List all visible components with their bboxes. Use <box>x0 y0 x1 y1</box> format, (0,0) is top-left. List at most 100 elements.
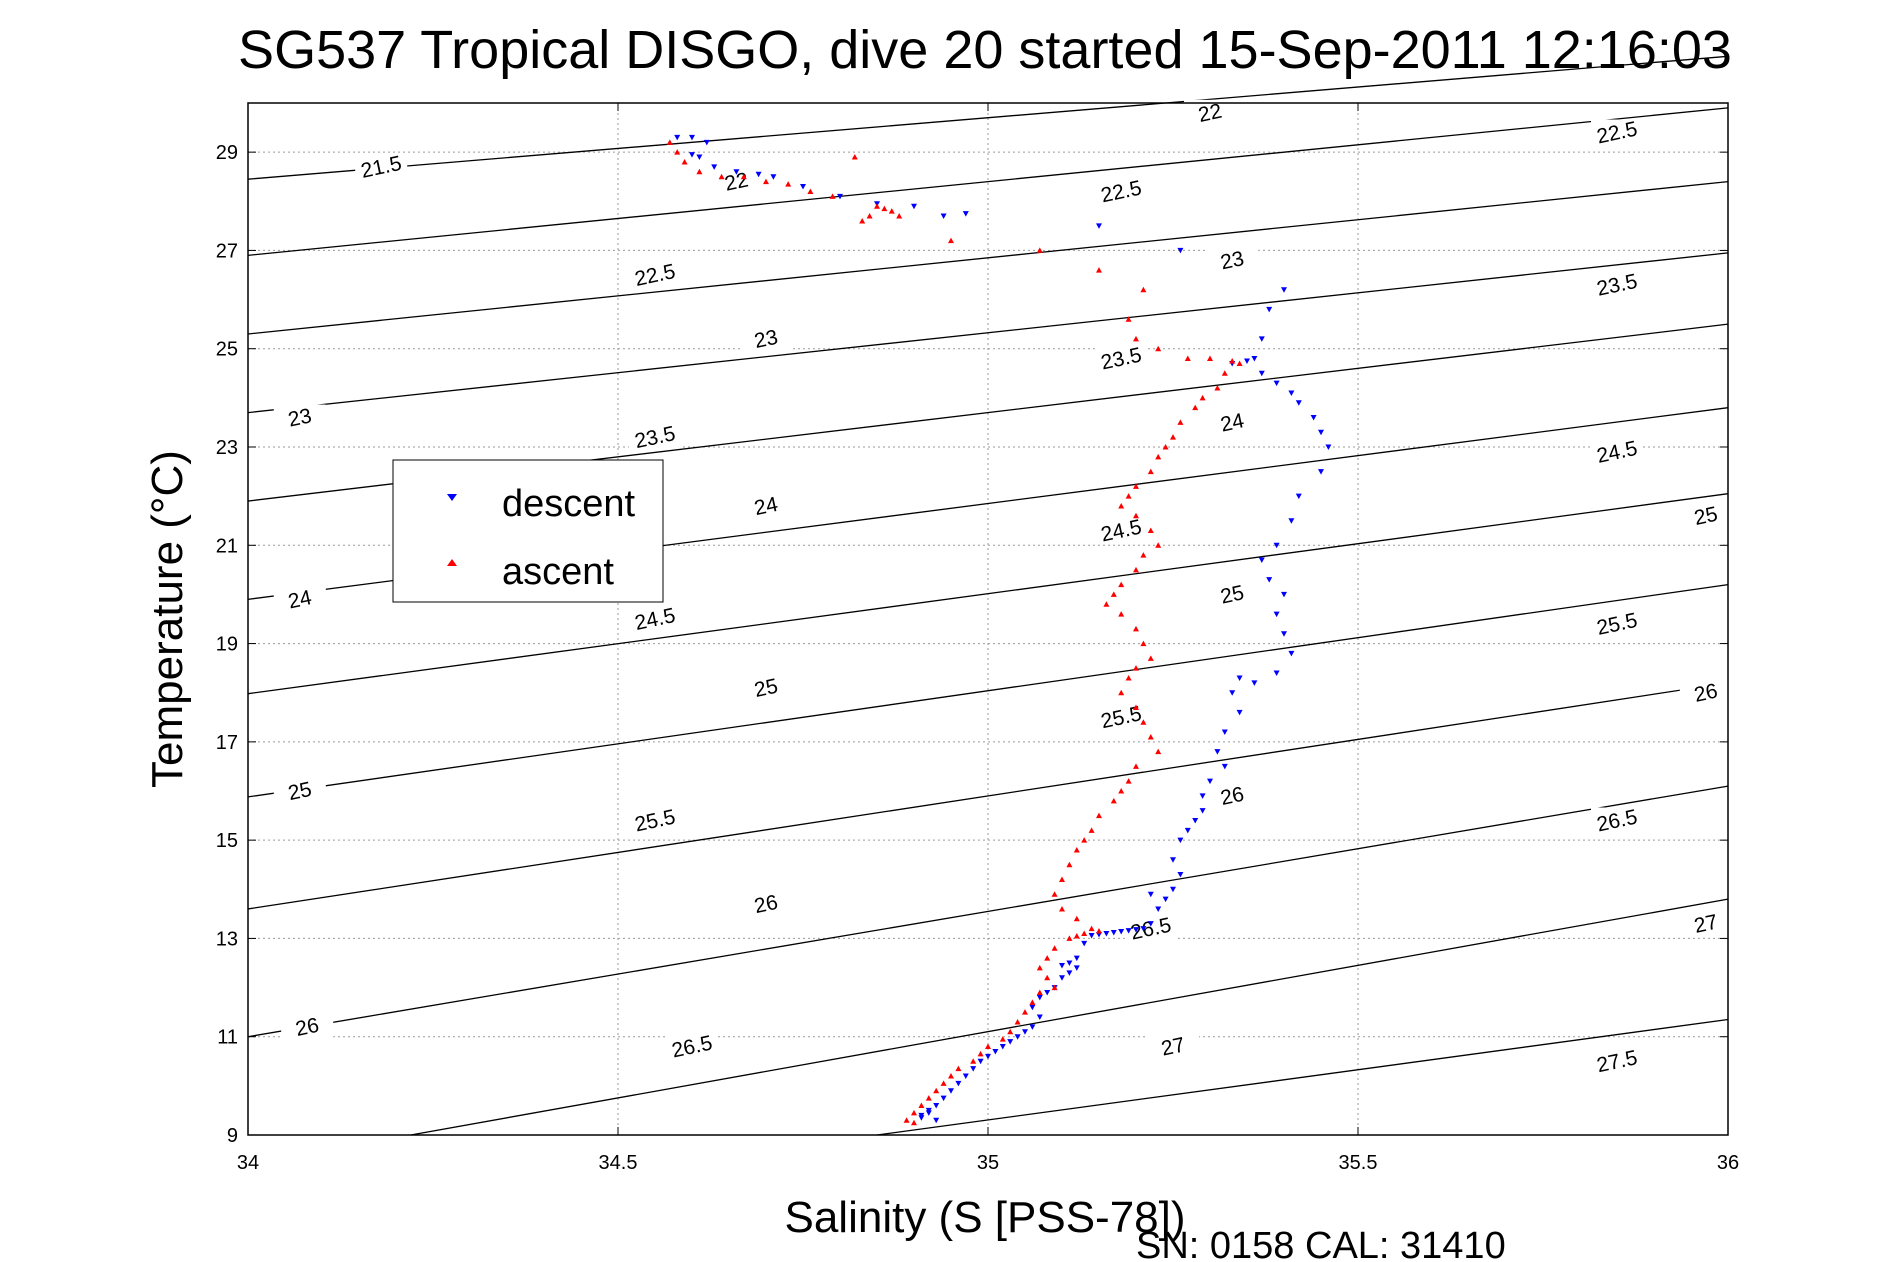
density-contour-line <box>410 898 1729 1136</box>
contour-label: 22 <box>1184 100 1236 127</box>
contour-label: 22.5 <box>1591 117 1643 148</box>
data-point-descent <box>689 152 695 158</box>
data-point-descent <box>955 1080 962 1087</box>
data-point-ascent <box>1140 640 1147 647</box>
data-point-ascent <box>1140 719 1147 725</box>
data-point-descent <box>962 211 969 217</box>
data-point-ascent <box>1110 797 1117 804</box>
data-point-ascent <box>1066 861 1073 868</box>
data-point-descent <box>962 1073 969 1080</box>
y-tick-label: 9 <box>227 1125 238 1147</box>
contour-label-text: 23 <box>1218 247 1246 274</box>
density-contour-line <box>247 785 1729 1038</box>
data-point-ascent <box>1022 1009 1028 1015</box>
data-point-ascent <box>1073 932 1080 939</box>
legend: descent ascent <box>392 459 664 603</box>
data-point-ascent <box>1133 566 1139 573</box>
y-tick-label: 13 <box>216 928 238 950</box>
data-point-ascent <box>1147 655 1154 661</box>
data-point-descent <box>1199 793 1206 799</box>
y-tick-label: 17 <box>216 732 238 754</box>
data-point-ascent <box>1096 267 1102 273</box>
contour-label: 23 <box>273 404 326 432</box>
data-point-ascent <box>1044 955 1051 961</box>
x-axis-label: Salinity (S [PSS-78]) <box>784 1193 1185 1242</box>
data-point-ascent <box>1140 286 1147 293</box>
data-point-ascent <box>1118 689 1125 696</box>
data-point-ascent <box>1066 935 1073 941</box>
data-point-descent <box>1014 1034 1021 1040</box>
data-point-descent <box>970 1066 977 1072</box>
data-point-descent <box>1073 955 1080 962</box>
contour-label: 27.5 <box>1591 1046 1643 1077</box>
y-tick-label: 15 <box>216 830 238 852</box>
data-point-ascent <box>1236 360 1243 366</box>
data-point-ascent <box>1088 925 1095 932</box>
data-point-descent <box>992 1048 999 1055</box>
data-point-ascent <box>918 1102 925 1109</box>
data-point-descent <box>1066 960 1073 966</box>
data-point-descent <box>1088 932 1095 939</box>
contour-label: 22.5 <box>1095 176 1148 207</box>
data-point-ascent <box>718 173 725 180</box>
data-point-ascent <box>1207 355 1213 362</box>
contour-label-text: 26 <box>293 1014 321 1041</box>
x-tick-label: 34 <box>237 1152 259 1174</box>
data-point-descent <box>1177 872 1184 878</box>
data-point-ascent <box>1147 733 1154 740</box>
x-tick-label: 35 <box>977 1152 999 1174</box>
data-point-descent <box>933 1103 940 1109</box>
x-tick-label: 35.5 <box>1339 1152 1378 1174</box>
data-point-ascent <box>1059 905 1065 912</box>
axis-ticks: 34 34.5 35 35.5 36 9 11 13 15 17 19 21 23 25 27 29 <box>216 103 1739 1174</box>
data-point-descent <box>1281 287 1287 293</box>
data-point-descent <box>1073 965 1080 971</box>
data-point-descent <box>1147 921 1154 927</box>
data-point-ascent <box>1073 846 1080 853</box>
contour-label-text: 24 <box>286 586 314 613</box>
contour-label: 24.5 <box>629 604 681 635</box>
contour-label-text: 23 <box>752 326 780 353</box>
data-point-ascent <box>1014 1018 1021 1025</box>
data-point-descent <box>1258 336 1265 342</box>
contour-label: 23.5 <box>629 422 681 453</box>
data-point-descent <box>800 184 806 190</box>
data-point-descent <box>918 1115 925 1121</box>
data-point-descent <box>733 169 740 175</box>
legend-box <box>392 459 664 603</box>
contour-label: 24 <box>1206 409 1259 437</box>
data-point-descent <box>940 1095 947 1102</box>
data-point-descent <box>1029 1024 1036 1030</box>
data-point-ascent <box>1133 483 1139 489</box>
data-point-ascent <box>696 168 703 175</box>
contour-label-text: 25 <box>1692 503 1720 530</box>
data-point-descent <box>1192 817 1199 824</box>
density-contour-line <box>247 107 1729 256</box>
data-point-ascent <box>1155 542 1162 548</box>
contour-label-text: 26 <box>1218 783 1246 810</box>
contour-label-text: 25 <box>286 778 314 805</box>
data-point-ascent <box>1155 453 1162 460</box>
y-tick-label: 11 <box>217 1027 238 1049</box>
data-point-descent <box>770 174 777 180</box>
contour-label-text: 25 <box>752 675 780 702</box>
data-point-ascent <box>785 181 792 187</box>
data-point-ascent <box>1147 468 1154 475</box>
contour-label: 26.5 <box>666 1032 718 1063</box>
data-point-ascent <box>948 237 954 244</box>
data-point-ascent <box>1133 665 1139 671</box>
data-point-ascent <box>1118 611 1125 617</box>
data-point-descent <box>1281 631 1287 637</box>
data-point-ascent <box>1133 625 1139 632</box>
data-point-descent <box>1096 223 1102 229</box>
contour-label-text: 24 <box>752 493 780 520</box>
data-point-descent <box>925 1110 932 1116</box>
x-tick-label: 34.5 <box>599 1152 638 1174</box>
data-point-ascent <box>1103 601 1110 607</box>
data-point-descent <box>1214 749 1221 755</box>
contour-label: 25.5 <box>629 805 681 836</box>
legend-marker-ascent <box>447 559 457 566</box>
data-point-ascent <box>1118 581 1125 588</box>
data-point-descent <box>977 1058 984 1065</box>
